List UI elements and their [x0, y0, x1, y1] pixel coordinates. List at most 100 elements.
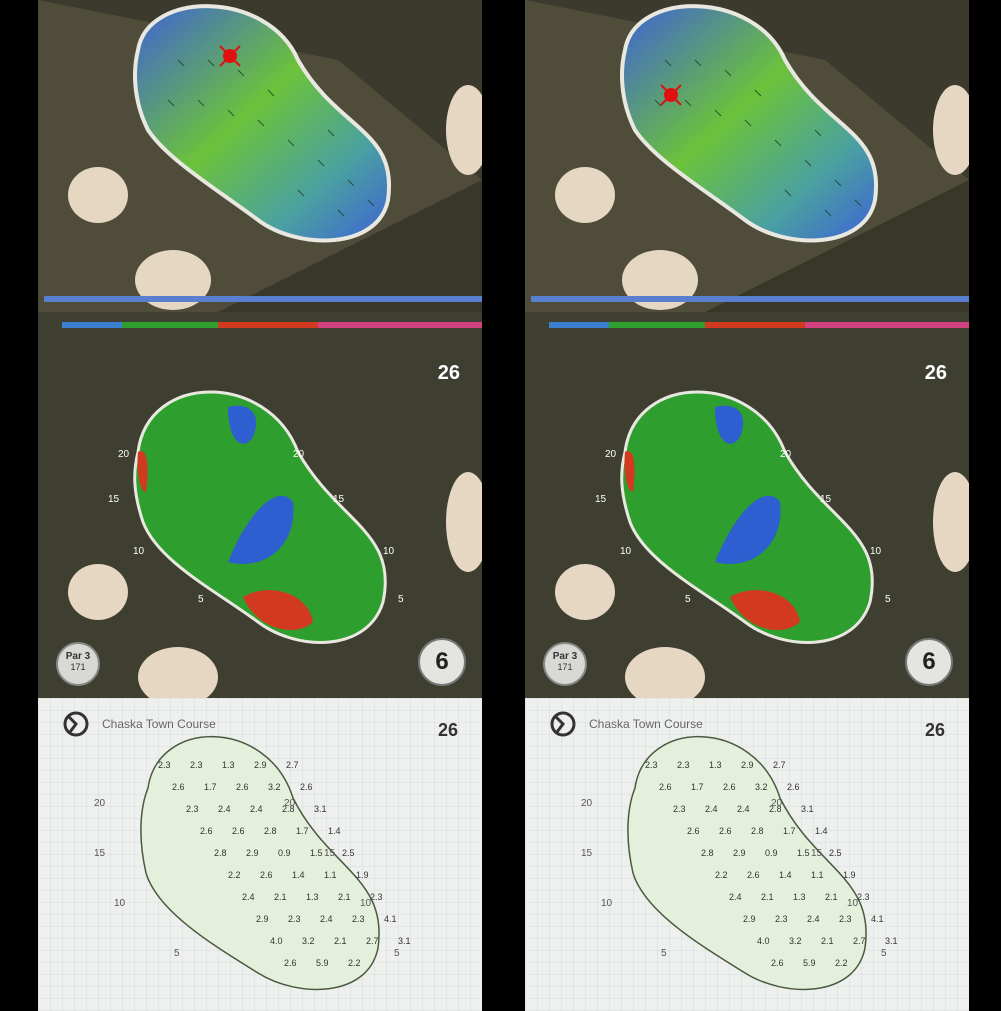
slope-value: 1.7: [296, 826, 309, 836]
slope-value: 3.2: [755, 782, 768, 792]
slope-value: 2.4: [250, 804, 263, 814]
green-heatmap-svg: [38, 0, 482, 312]
contour-label: 15: [324, 848, 336, 859]
contour-label: 20: [771, 798, 783, 809]
slope-value: 2.6: [787, 782, 800, 792]
slope-value: 2.6: [771, 958, 784, 968]
par-badge: Par 3 171: [543, 642, 587, 686]
slope-value: 3.1: [398, 936, 411, 946]
slope-value: 3.1: [314, 804, 327, 814]
slope-value: 3.1: [801, 804, 814, 814]
contour-label: 20: [293, 449, 305, 460]
slope-value: 2.6: [284, 958, 297, 968]
slope-value: 1.4: [779, 870, 792, 880]
slope-value: 0.9: [765, 848, 778, 858]
slope-value: 1.3: [793, 892, 806, 902]
slope-value: 1.4: [328, 826, 341, 836]
slope-value: 2.7: [286, 760, 299, 770]
slope-value: 2.3: [857, 892, 870, 902]
slope-value: 2.8: [701, 848, 714, 858]
printed-greenbook-panel: 20 15 10 5 20 15 10 5 2.3 2.3 1.3 2.9 2.7 2.6…: [38, 698, 482, 1011]
bunker: [555, 564, 615, 620]
bunker: [446, 85, 482, 175]
contour-label: 20: [118, 449, 130, 460]
slope-value: 2.4: [807, 914, 820, 924]
slope-value: 1.5: [797, 848, 810, 858]
slope-map-panel: 20 15 10 5 20 15 10 5 26 Par 3 171 6: [38, 312, 482, 698]
slope-value: 1.1: [324, 870, 337, 880]
slope-value: 2.1: [334, 936, 347, 946]
greenbook-grid-svg: 20 15 10 5 20 15 10 5 2.3 2.3 1.3 2.9 2.7 2.6…: [38, 698, 482, 1011]
contour-label: 10: [114, 898, 126, 909]
hole-page-number: 26: [924, 362, 947, 384]
green-heatmap-panel: [525, 0, 969, 312]
bunker: [446, 472, 482, 572]
bunker: [135, 250, 211, 310]
contour-label: 10: [383, 546, 395, 557]
slope-value: 2.2: [715, 870, 728, 880]
putting-green: [627, 735, 867, 991]
hole-number-badge: 6: [418, 638, 466, 686]
hole-number-badge: 6: [905, 638, 953, 686]
slope-value: 2.4: [320, 914, 333, 924]
slope-value: 1.3: [306, 892, 319, 902]
bunker: [933, 472, 969, 572]
slope-value: 1.9: [843, 870, 856, 880]
greenbook-grid-svg: 20 15 10 5 20 15 10 5 2.3 2.3 1.3 2.9 2.7 2.6…: [525, 698, 969, 1011]
slope-value: 2.4: [218, 804, 231, 814]
slope-map-panel: 20 15 10 5 20 15 10 5 26 Par 3 171 6: [525, 312, 969, 698]
slope-value: 2.4: [737, 804, 750, 814]
slope-value: 2.1: [274, 892, 287, 902]
green-heatmap-svg: [525, 0, 969, 312]
slope-value: 2.6: [659, 782, 672, 792]
hole-page-number: 26: [437, 362, 460, 384]
contour-label: 5: [661, 948, 667, 959]
slope-value: 2.5: [342, 848, 355, 858]
page-number: 26: [437, 720, 458, 740]
contour-label: 10: [360, 898, 372, 909]
slope-value: 2.9: [246, 848, 259, 858]
par-label: Par 3: [552, 651, 578, 662]
contour-label: 15: [820, 494, 832, 505]
slope-value: 2.3: [775, 914, 788, 924]
slope-value: 2.6: [687, 826, 700, 836]
contour-label: 15: [595, 494, 607, 505]
slope-value: 1.4: [815, 826, 828, 836]
slope-value: 2.6: [232, 826, 245, 836]
green-slope-values: 2.3 2.3 1.3 2.9 2.7 2.6 1.7 2.6 3.2 2.6 2.3 2.4 2.4 2…: [645, 760, 898, 968]
slope-value: 2.6: [300, 782, 313, 792]
course-name: Chaska Town Course: [102, 717, 216, 731]
slope-value: 2.3: [190, 760, 203, 770]
slope-value: 2.8: [214, 848, 227, 858]
slope-bar: [531, 296, 969, 302]
slope-value: 2.6: [172, 782, 185, 792]
contour-label: 10: [601, 898, 613, 909]
printed-greenbook-panel: 20 15 10 5 20 15 10 5 2.3 2.3 1.3 2.9 2.7 2.6…: [525, 698, 969, 1011]
green-slope-values: 2.3 2.3 1.3 2.9 2.7 2.6 1.7 2.6 3.2 2.6 2.3 2.4 2.4 2…: [158, 760, 411, 968]
slope-value: 2.9: [741, 760, 754, 770]
slope-value: 2.8: [769, 804, 782, 814]
slope-value: 3.1: [885, 936, 898, 946]
contour-label: 5: [885, 594, 891, 605]
slope-value: 5.9: [316, 958, 329, 968]
slope-value: 0.9: [278, 848, 291, 858]
slope-value: 2.4: [729, 892, 742, 902]
contour-label: 20: [581, 798, 593, 809]
slope-value: 2.3: [677, 760, 690, 770]
slope-value: 5.9: [803, 958, 816, 968]
slope-value: 2.1: [825, 892, 838, 902]
slope-value: 2.6: [260, 870, 273, 880]
page-number: 26: [924, 720, 945, 740]
contour-label: 10: [133, 546, 145, 557]
contour-label: 15: [108, 494, 120, 505]
par-distance: 171: [70, 662, 86, 672]
contour-label: 20: [605, 449, 617, 460]
slope-value: 4.1: [871, 914, 884, 924]
slope-value: 2.6: [747, 870, 760, 880]
slope-value: 2.3: [673, 804, 686, 814]
slope-value: 4.0: [270, 936, 283, 946]
par-badge: Par 3 171: [56, 642, 100, 686]
slope-value: 2.8: [751, 826, 764, 836]
par-label: Par 3: [65, 651, 91, 662]
par-distance: 171: [557, 662, 573, 672]
